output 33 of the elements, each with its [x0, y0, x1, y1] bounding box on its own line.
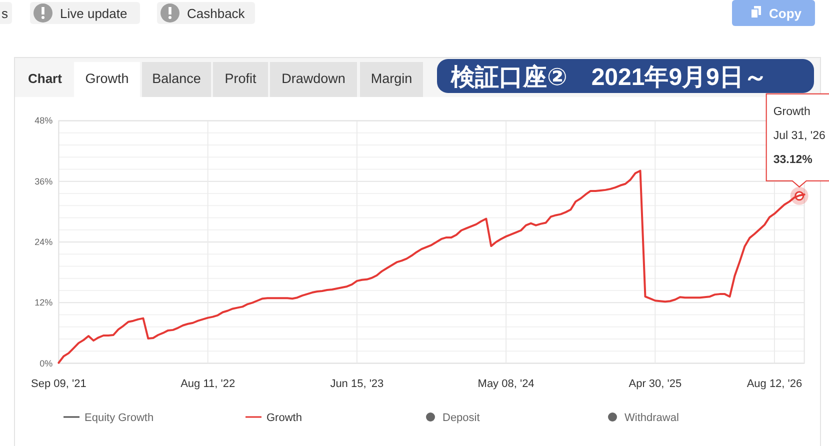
text: Chart — [28, 71, 63, 86]
text: Cashback — [187, 6, 246, 21]
legend-item: Withdrawal — [608, 412, 679, 424]
text: s — [2, 6, 8, 21]
text: Copy — [769, 6, 802, 21]
text: Margin — [370, 71, 412, 86]
legend-label: Deposit — [442, 412, 480, 424]
text: Growth — [85, 71, 129, 86]
x-tick-label: Aug 11, '22 — [180, 378, 236, 390]
tooltip: Growth Jul 31, '26 33.12% — [766, 93, 829, 188]
x-tick-label: Aug 12, '26 — [746, 378, 802, 390]
y-tick-label: 24% — [34, 237, 53, 247]
text: Live update — [60, 6, 128, 21]
chart-title: 検証口座② 2021年9月9日～ — [450, 64, 768, 91]
x-tick-label: Sep 09, '21 — [31, 378, 86, 390]
x-tick-label: Jun 15, '23 — [330, 378, 384, 390]
y-tick-label: 12% — [34, 298, 53, 308]
y-tick-label: 0% — [40, 358, 53, 368]
x-tick-label: May 08, '24 — [478, 378, 534, 390]
legend-label: Equity Growth — [84, 412, 154, 424]
legend-item: Deposit — [426, 412, 480, 424]
legend-item: Growth — [246, 412, 302, 424]
text: Balance — [152, 71, 201, 86]
y-tick-label: 48% — [34, 116, 53, 126]
text: Drawdown — [282, 71, 346, 86]
text: Profit — [224, 71, 256, 86]
y-tick-label: 36% — [34, 176, 53, 186]
annotation: Growth Jul 31, '26 33.12% — [773, 106, 826, 166]
legend-item: Equity Growth — [64, 412, 154, 424]
legend-label: Withdrawal — [624, 412, 679, 424]
title-banner: 検証口座② 2021年9月9日～ — [437, 59, 814, 93]
legend-label: Growth — [266, 412, 302, 424]
x-tick-label: Apr 30, '25 — [628, 378, 682, 390]
